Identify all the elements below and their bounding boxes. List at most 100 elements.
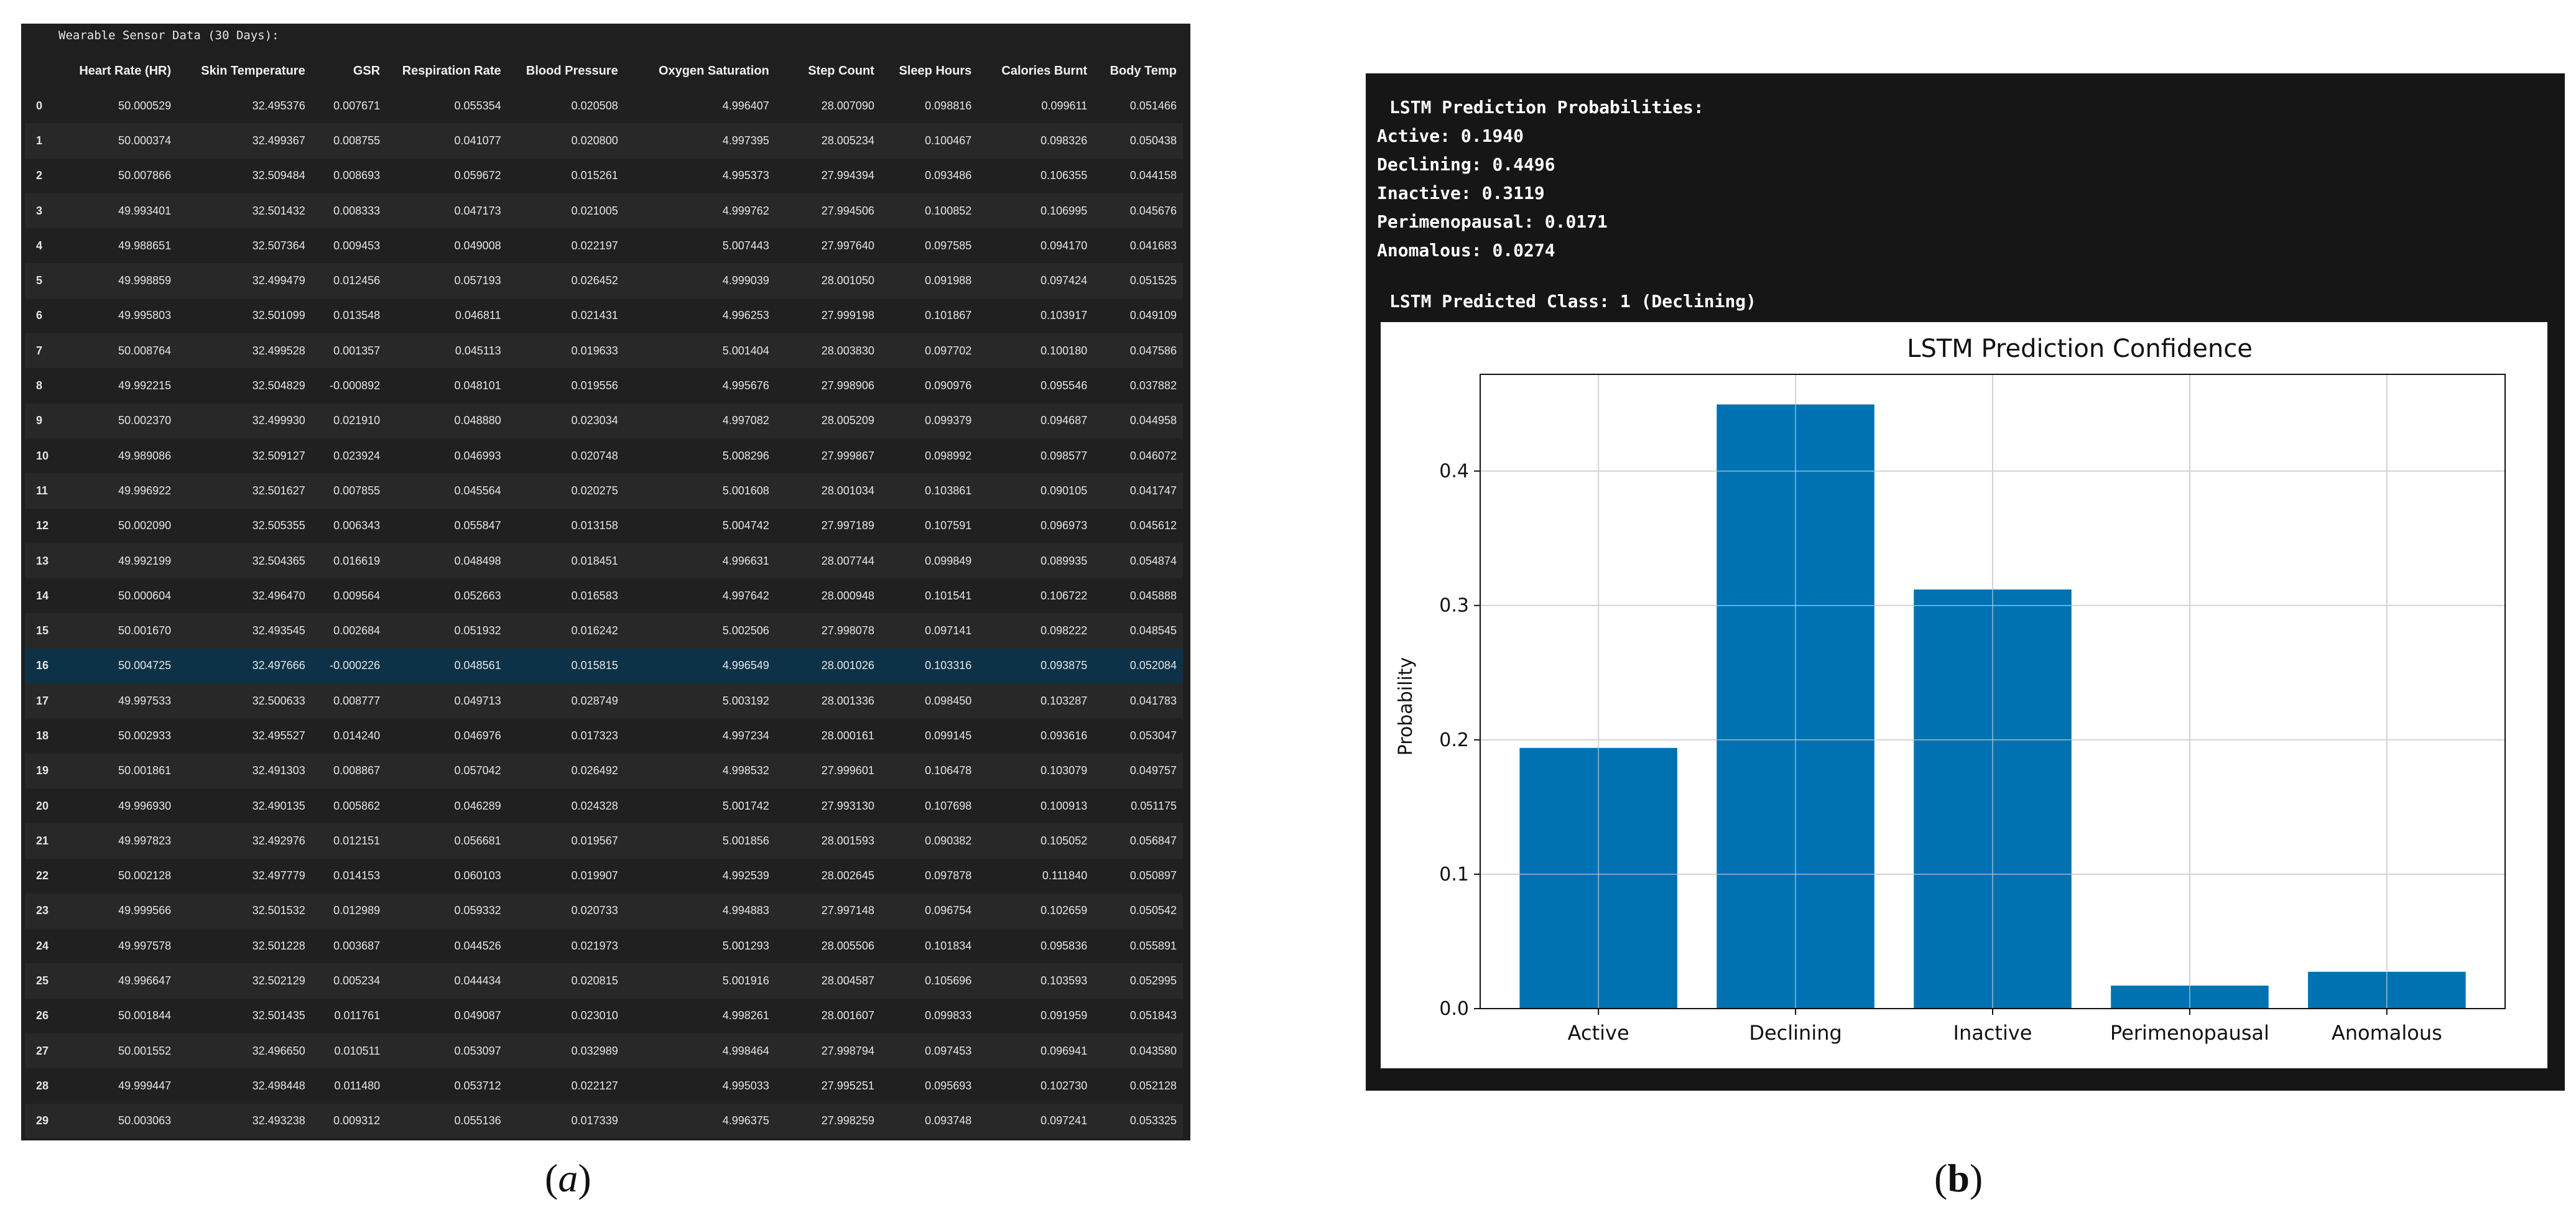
table-cell: 0.009453 [333,239,381,252]
table-row[interactable]: 9 50.002370 32.499930 0.021910 0.048880 0.023… [25,403,1183,438]
table-cell: 0.007855 [333,484,381,497]
column-header[interactable]: Blood Pressure [526,63,618,78]
table-row[interactable]: 1 50.000374 32.499367 0.008755 0.041077 0.020… [25,123,1183,159]
predicted-class-line: LSTM Predicted Class: 1 (Declining) [1389,291,1757,312]
chart-title: LSTM Prediction Confidence [1907,335,2253,363]
table-cell: 0.010511 [334,1044,381,1057]
column-header[interactable]: Calories Burnt [1001,63,1088,78]
table-cell: 0.016242 [571,624,618,637]
column-header[interactable]: Respiration Rate [402,63,501,78]
sensor-data-table-panel: Wearable Sensor Data (30 Days): Heart Ra… [21,24,1190,1140]
table-row[interactable]: 17 49.997533 32.500633 0.008777 0.049713 0.02… [25,683,1183,719]
row-index: 14 [36,589,49,602]
table-cell: 50.001844 [118,1009,172,1022]
bar-chart: 0.0 0.1 0.2 0.3 0.4 Active Declining Inactive Pe… [1395,335,2506,1045]
table-row[interactable]: 15 50.001670 32.493545 0.002684 0.051932 0.01… [25,613,1183,649]
table-row[interactable]: 10 49.989086 32.509127 0.023924 0.046993 0.02… [25,438,1183,474]
table-row[interactable]: 13 49.992199 32.504365 0.016619 0.048498 0.01… [25,543,1183,579]
table-cell: 28.001593 [821,834,874,847]
table-row[interactable]: 3 49.993401 32.501432 0.008333 0.047173 0.021… [25,193,1183,229]
table-row[interactable]: 22 50.002128 32.497779 0.014153 0.060103 0.01… [25,858,1183,894]
table-row[interactable]: 20 49.996930 32.490135 0.005862 0.046289 0.02… [25,788,1183,824]
table-cell: 32.497666 [252,659,305,672]
table-cell: 0.055847 [454,519,501,532]
table-cell: 0.046811 [455,309,501,322]
table-cell: 27.999601 [821,764,874,777]
table-row[interactable]: 7 50.008764 32.499528 0.001357 0.045113 0.019… [25,333,1183,369]
table-cell: 0.020733 [571,904,618,917]
row-index: 26 [36,1009,49,1022]
table-cell: 28.001050 [821,274,874,287]
table-cell: 0.103593 [1040,974,1088,987]
table-cell: 0.100467 [925,134,972,147]
table-cell: 32.501435 [252,1009,305,1022]
table-cell: 0.046993 [454,449,501,462]
column-header[interactable]: Step Count [808,63,874,78]
table-cell: 0.018451 [571,554,618,567]
table-cell: 49.998859 [118,274,172,287]
table-cell: 0.097878 [925,869,972,882]
table-cell: 0.019556 [571,379,618,392]
row-index: 7 [36,344,43,357]
table-cell: 32.501099 [252,309,305,322]
table-cell: 0.055354 [454,99,501,112]
table-cell: 0.101867 [925,309,972,322]
table-cell: 27.997189 [821,519,874,532]
table-cell: 0.095546 [1040,379,1088,392]
table-row[interactable]: 28 49.999447 32.498448 0.011480 0.053712 0.02… [25,1068,1183,1104]
table-cell: 50.000529 [118,99,172,112]
table-row[interactable]: 19 50.001861 32.491303 0.008867 0.057042 0.02… [25,753,1183,788]
table-row[interactable]: 4 49.988651 32.507364 0.009453 0.049008 0.022… [25,228,1183,264]
table-cell: 49.999566 [118,904,172,917]
column-header[interactable]: Skin Temperature [201,63,305,78]
table-cell: 0.022127 [571,1079,618,1092]
column-header[interactable]: Oxygen Saturation [658,63,769,78]
table-cell: 0.012456 [333,274,381,287]
table-cell: 0.103079 [1040,764,1088,777]
table-cell: 49.988651 [118,239,172,252]
table-row[interactable]: 11 49.996922 32.501627 0.007855 0.045564 0.02… [25,473,1183,509]
table-cell: 5.007443 [722,239,769,252]
table-cell: 0.059332 [454,904,501,917]
table-row[interactable]: 27 50.001552 32.496650 0.010511 0.053097 0.03… [25,1033,1183,1069]
row-index: 3 [36,204,43,217]
table-cell: 32.495376 [252,99,305,112]
table-row[interactable]: 0 50.000529 32.495376 0.007671 0.055354 0.020… [25,88,1183,124]
table-row[interactable]: 29 50.003063 32.493238 0.009312 0.055136 0.01… [25,1103,1183,1139]
table-row[interactable]: 14 50.000604 32.496470 0.009564 0.052663 0.01… [25,578,1183,614]
table-row[interactable]: 2 50.007866 32.509484 0.008693 0.059672 0.015… [25,158,1183,193]
table-cell: 0.098577 [1040,449,1088,462]
table-cell: 0.097424 [1040,274,1088,287]
table-row[interactable]: 8 49.992215 32.504829 -0.000892 0.048101 0.01… [25,368,1183,404]
column-header[interactable]: Body Temp [1110,63,1177,78]
table-row[interactable]: 23 49.999566 32.501532 0.012989 0.059332 0.02… [25,893,1183,929]
table-cell: 50.003063 [118,1114,172,1127]
table-cell: 4.994883 [722,904,769,917]
table-cell: 0.053097 [454,1044,501,1057]
column-header[interactable]: Sleep Hours [899,63,972,78]
table-cell: 0.020800 [571,134,618,147]
table-row[interactable]: 21 49.997823 32.492976 0.012151 0.056681 0.01… [25,823,1183,859]
table-cell: 0.054874 [1129,554,1177,567]
table-row[interactable]: 18 50.002933 32.495527 0.014240 0.046976 0.01… [25,718,1183,754]
table-cell: 32.496650 [252,1044,305,1057]
table-row[interactable]: 6 49.995803 32.501099 0.013548 0.046811 0.021… [25,298,1183,334]
table-row[interactable]: 12 50.002090 32.505355 0.006343 0.055847 0.01… [25,508,1183,543]
row-index: 2 [36,169,43,182]
table-cell: 0.037882 [1129,379,1177,392]
table-cell: 4.997082 [722,414,769,427]
table-row[interactable]: 5 49.998859 32.499479 0.012456 0.057193 0.026… [25,263,1183,298]
row-index: 16 [36,659,49,672]
table-cell: 0.097585 [925,239,972,252]
table-row[interactable]: 26 50.001844 32.501435 0.011761 0.049087 0.02… [25,998,1183,1034]
column-header[interactable]: Heart Rate (HR) [79,63,172,78]
table-row[interactable]: 25 49.996647 32.502129 0.005234 0.044434 0.02… [25,963,1183,999]
table-cell: 27.998259 [821,1114,874,1127]
table-cell: 32.499930 [252,414,305,427]
column-header[interactable]: GSR [353,63,381,78]
prob-line-declining: Declining: 0.4496 [1377,154,1555,175]
table-row[interactable]: 16 50.004725 32.497666 -0.000226 0.048561 0.0… [25,648,1183,684]
table-cell: 32.491303 [252,764,305,777]
table-row[interactable]: 24 49.997578 32.501228 0.003687 0.044526 0.02… [25,928,1183,964]
table-cell: 0.103287 [1040,694,1088,707]
